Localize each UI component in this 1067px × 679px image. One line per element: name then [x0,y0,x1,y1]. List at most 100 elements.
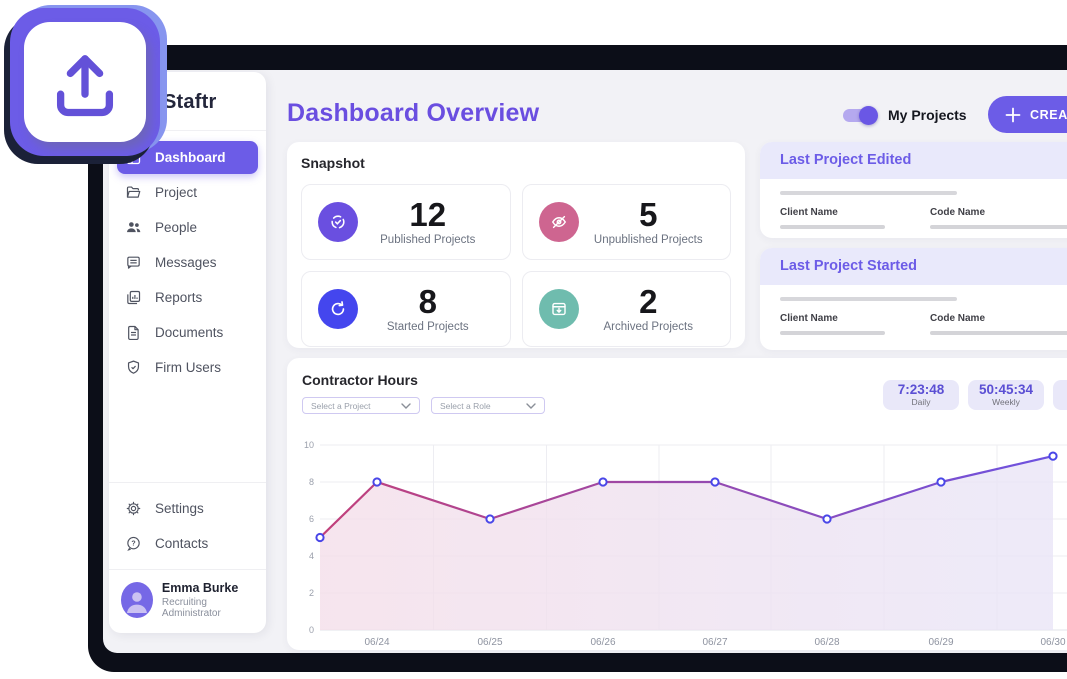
people-icon [126,222,141,233]
sidebar-item-label: Project [155,185,198,200]
my-projects-toggle[interactable] [843,106,878,125]
badge-check-icon [331,215,345,229]
stat-label: Started Projects [386,321,469,333]
y-tick-label: 10 [304,440,314,450]
published-projects-icon-circle [318,202,358,242]
placeholder-bar [780,331,885,335]
timer-value: 50:45:34 [978,381,1034,397]
card-title: Last Project Edited [780,152,912,168]
stat-label: Archived Projects [603,321,693,333]
card-title: Last Project Started [780,258,917,274]
placeholder-bar [930,331,1067,335]
placeholder-bar [780,191,957,195]
contractor-chart: 0 2 4 6 8 10 06/24 06/25 06/26 06/27 06/28 06/29 06/… [304,440,1067,648]
sidebar-item-reports[interactable]: Reports [117,281,258,314]
x-tick-label: 06/24 [364,637,389,648]
sidebar-item-messages[interactable]: Messages [117,246,258,279]
data-point [372,477,382,487]
snapshot-card: Snapshot 12 Published Projects [287,142,745,348]
archive-down-icon [551,302,566,316]
chevron-down-icon [401,402,411,409]
code-name-label: Code Name [930,207,986,218]
timer-label: Weekly [992,397,1020,408]
placeholder-bar [780,225,885,229]
last-project-edited-card: Last Project Edited Client Name Code Nam… [760,142,1067,238]
stat-value: 8 [418,283,437,320]
sidebar-item-firm-users[interactable]: Firm Users [117,351,258,384]
placeholder-bar [780,297,957,301]
project-select[interactable]: Select a Project [302,397,420,414]
sidebar-item-people[interactable]: People [117,211,258,244]
sidebar-item-contacts[interactable]: ? Contacts [117,527,258,560]
create-button-label: CREATE P [1030,107,1067,122]
sidebar-item-label: People [155,220,198,235]
messages-icon [127,256,140,269]
card-header: Last Project Started [760,248,1067,285]
data-point [1048,451,1058,461]
sidebar-item-label: Firm Users [155,360,221,375]
stat-value: 12 [409,196,447,233]
total-timer: 150:5 To [1053,380,1067,410]
secondary-nav: Settings ? Contacts [109,482,266,569]
daily-timer: 7:23:48 Daily [883,380,959,410]
archived-projects-icon-circle [538,289,579,329]
sidebar-item-label: Documents [155,325,224,340]
sidebar-item-label: Dashboard [155,150,226,165]
stat-card-started: 8 Started Projects [301,271,511,347]
create-button[interactable]: CREATE P [988,96,1067,133]
y-tick-label: 4 [309,551,314,561]
sidebar: Staftr Dashboard Project [109,72,266,633]
shield-check-icon [127,360,140,374]
y-tick-label: 6 [309,514,314,524]
gear-icon [126,501,141,516]
upload-icon [56,55,114,117]
user-profile[interactable]: Emma Burke Recruiting Administrator [109,569,266,633]
sidebar-item-label: Messages [155,255,217,270]
data-point [315,532,325,543]
sidebar-item-documents[interactable]: Documents [117,316,258,349]
data-point [936,477,946,487]
stat-card-published: 12 Published Projects [301,184,511,260]
person-icon [126,592,147,613]
sidebar-item-settings[interactable]: Settings [117,492,258,525]
started-projects-icon-circle [318,289,358,329]
reports-icon [127,290,141,305]
snapshot-title: Snapshot [301,155,365,171]
x-tick-label: 06/27 [702,637,727,648]
data-point [598,477,608,487]
stat-value: 2 [639,283,658,320]
stat-card-archived: 2 Archived Projects [521,271,731,347]
placeholder-bar [930,225,1067,229]
sidebar-item-label: Settings [155,501,204,516]
page-title: Dashboard Overview [287,99,540,127]
help-bubble-icon: ? [127,536,140,551]
plus-icon [1005,107,1021,122]
contractor-hours-title: Contractor Hours [302,372,418,388]
x-tick-label: 06/26 [590,637,615,648]
y-tick-label: 2 [309,588,314,598]
sidebar-item-project[interactable]: Project [117,176,258,209]
client-name-label: Client Name [780,207,838,218]
sidebar-item-label: Reports [155,290,203,305]
chart-filters: Select a Project Select a Role [302,397,1067,414]
x-tick-label: 06/28 [814,637,839,648]
brand-name: Staftr [163,91,217,113]
chevron-down-icon [526,402,536,409]
upload-badge[interactable] [10,8,160,156]
main-nav: Dashboard Project Peop [109,131,266,384]
weekly-timer: 50:45:34 Weekly [968,380,1044,410]
profile-role: Recruiting Administrator [161,597,221,619]
role-select[interactable]: Select a Role [431,397,545,414]
role-select-value: Select a Role [440,400,491,411]
data-point [822,514,832,524]
last-project-started-card: Last Project Started Client Name Code Na… [760,248,1067,350]
card-header: Last Project Edited [760,142,1067,179]
document-icon [128,325,139,341]
eye-off-icon [551,215,566,229]
data-point [710,477,720,487]
profile-name: Emma Burke [161,581,239,595]
svg-text:?: ? [131,540,135,548]
unpublished-projects-icon-circle [538,202,579,242]
timer-value: 7:23:48 [897,381,945,397]
